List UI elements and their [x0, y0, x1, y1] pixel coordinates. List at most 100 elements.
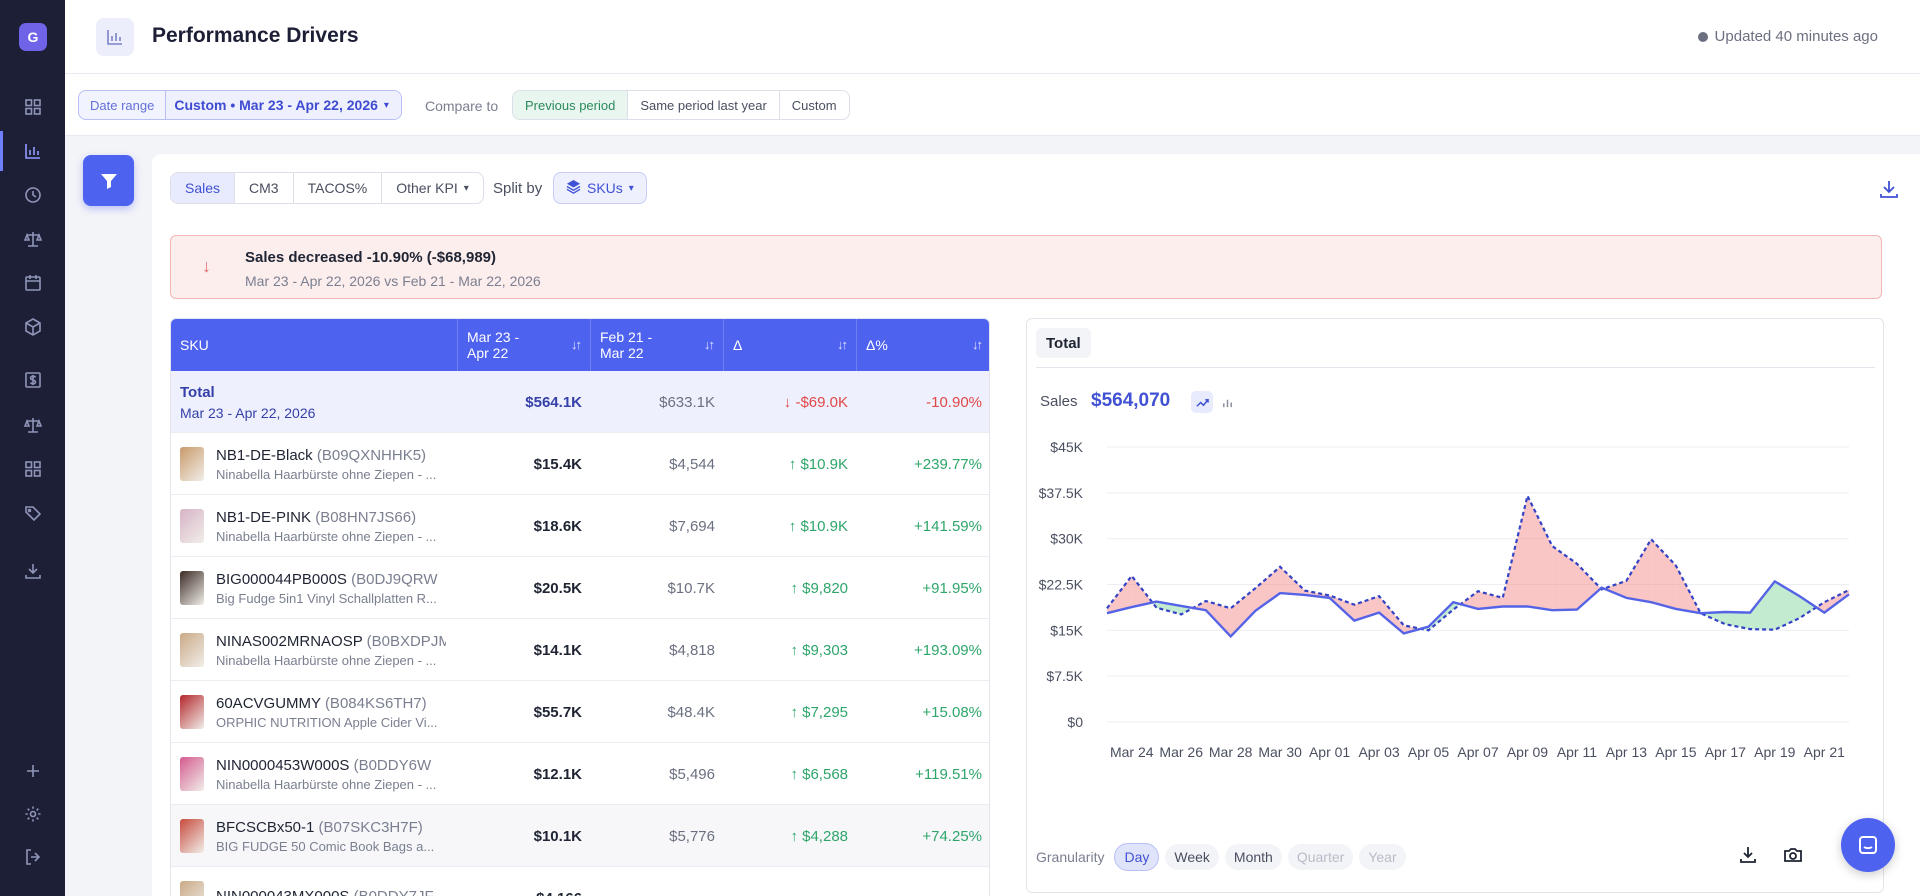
col-header-current[interactable]: Mar 23 - Apr 22 ↓↑	[458, 319, 591, 371]
sku-cell: NB1-DE-PINK (B08HN7JS66) Ninabella Haarbü…	[171, 495, 458, 557]
date-range-picker[interactable]: Date range Custom • Mar 23 - Apr 22, 202…	[78, 90, 402, 120]
x-tick-label: Apr 13	[1606, 744, 1647, 760]
current-value: $564.1K	[525, 393, 582, 411]
col-header-previous[interactable]: Feb 21 - Mar 22 ↓↑	[591, 319, 724, 371]
download-icon[interactable]	[1738, 845, 1760, 867]
sku-cell: NINAS002MRNAOSP (B0BXDPJM Ninabella Haarb…	[171, 619, 458, 681]
sku-asin: (B084KS6TH7)	[324, 694, 427, 712]
sku-asin: (B0DJ9QRW	[351, 570, 438, 588]
plus-icon[interactable]	[20, 758, 46, 784]
grid-icon[interactable]	[20, 456, 46, 482]
tag-icon[interactable]	[20, 500, 46, 526]
col-header-sku[interactable]: SKU	[171, 319, 458, 371]
x-tick-label: Apr 01	[1309, 744, 1350, 760]
table-row[interactable]: BFCSCBx50-1 (B07SKC3H7F) BIG FUDGE 50 Com…	[171, 805, 989, 867]
col-header-delta-pct[interactable]: Δ% ↓↑	[857, 319, 989, 371]
split-by-value: SKUs	[587, 180, 623, 196]
granularity-month[interactable]: Month	[1224, 844, 1282, 870]
dollar-icon[interactable]	[20, 367, 46, 393]
col-header-label: SKU	[180, 337, 209, 353]
sku-asin: (B08HN7JS66)	[315, 508, 417, 526]
table-row[interactable]: NB1-DE-Black (B09QXNHHK5) Ninabella Haarb…	[171, 433, 989, 495]
sku-name[interactable]: NIN000043MX000S (B0DDY7JF	[216, 888, 446, 896]
sort-icon[interactable]: ↓↑	[972, 337, 983, 352]
delta-value: ↑ $7,295	[790, 703, 848, 721]
sku-name[interactable]: NIN0000453W000S (B0DDY6W	[216, 756, 432, 774]
compare-same-period-last-year[interactable]: Same period last year	[628, 91, 780, 119]
table-row[interactable]: NB1-DE-PINK (B08HN7JS66) Ninabella Haarbü…	[171, 495, 989, 557]
previous-value: $4,818	[669, 641, 715, 659]
sales-line-chart: $0 $7.5K $15K $22.5K $30K $37.5K $45K Mar 24 Mar…	[1039, 439, 1850, 760]
camera-icon[interactable]	[1783, 845, 1805, 867]
filter-button[interactable]	[83, 155, 134, 206]
gear-icon[interactable]	[20, 801, 46, 827]
difference-area	[1604, 580, 1627, 598]
scale-icon[interactable]	[20, 226, 46, 252]
delta-pct-value	[857, 867, 989, 896]
download-icon[interactable]	[20, 558, 46, 584]
product-thumbnail	[180, 881, 204, 896]
clock-icon[interactable]	[20, 182, 46, 208]
sku-name[interactable]: NINAS002MRNAOSP (B0BXDPJM	[216, 633, 446, 650]
tab-other-kpi[interactable]: Other KPI ▾	[382, 173, 483, 203]
table-row[interactable]: NINAS002MRNAOSP (B0BXDPJM Ninabella Haarb…	[171, 619, 989, 681]
granularity-week[interactable]: Week	[1165, 844, 1219, 870]
x-tick-label: Mar 24	[1110, 744, 1154, 760]
previous-value: $5,496	[669, 765, 715, 783]
split-by-dropdown[interactable]: SKUs ▾	[553, 172, 647, 204]
table-row-total[interactable]: Total Mar 23 - Apr 22, 2026 $564.1K $633.…	[171, 371, 989, 433]
tab-tacos[interactable]: TACOS%	[294, 173, 383, 203]
table-row[interactable]: 60ACVGUMMY (B084KS6TH7) ORPHIC NUTRITION …	[171, 681, 989, 743]
current-value: $14.1K	[533, 641, 582, 659]
divider	[1036, 367, 1875, 368]
kpi-tabs: Sales CM3 TACOS% Other KPI ▾	[170, 172, 484, 204]
table-row[interactable]: NIN0000453W000S (B0DDY6W Ninabella Haarbü…	[171, 743, 989, 805]
dashboard-icon[interactable]	[20, 94, 46, 120]
chevron-down-icon: ▾	[383, 99, 389, 111]
col-header-delta[interactable]: Δ ↓↑	[724, 319, 857, 371]
compare-previous-period[interactable]: Previous period	[513, 91, 629, 119]
total-period: Mar 23 - Apr 22, 2026	[180, 404, 316, 421]
sort-icon[interactable]: ↓↑	[837, 337, 848, 352]
table-row[interactable]: NIN000043MX000S (B0DDY7JF $4,166	[171, 867, 989, 896]
delta-value: ↑ $10.9K	[788, 455, 848, 473]
scale-icon[interactable]	[20, 412, 46, 438]
sku-cell: BIG000044PB000S (B0DJ9QRW Big Fudge 5in1 …	[171, 557, 458, 619]
sort-icon[interactable]: ↓↑	[571, 337, 582, 352]
line-chart-icon[interactable]	[1191, 391, 1213, 413]
sidebar: G	[0, 0, 65, 896]
updated-text: Updated 40 minutes ago	[1714, 28, 1878, 45]
split-by-label: Split by	[493, 180, 543, 197]
sku-name[interactable]: NB1-DE-Black (B09QXNHHK5)	[216, 446, 427, 464]
granularity-day[interactable]: Day	[1114, 843, 1160, 871]
table-row[interactable]: BIG000044PB000S (B0DJ9QRW Big Fudge 5in1 …	[171, 557, 989, 619]
date-range-value[interactable]: Custom • Mar 23 - Apr 22, 2026 ▾	[166, 91, 401, 119]
difference-area	[1527, 495, 1553, 611]
y-tick-label: $37.5K	[1039, 485, 1084, 501]
delta-pct-value: +239.77%	[914, 455, 982, 473]
bar-chart-icon[interactable]	[1216, 391, 1238, 413]
calendar-icon[interactable]	[20, 270, 46, 296]
delta-pct-value: +193.09%	[914, 641, 982, 659]
download-icon[interactable]	[1878, 178, 1900, 200]
bar-chart-icon[interactable]	[20, 138, 46, 164]
logout-icon[interactable]	[20, 844, 46, 870]
compare-custom[interactable]: Custom	[791, 97, 837, 113]
sku-name[interactable]: 60ACVGUMMY (B084KS6TH7)	[216, 694, 427, 712]
tab-cm3[interactable]: CM3	[235, 173, 294, 203]
tab-total[interactable]: Total	[1036, 328, 1091, 358]
workspace-logo[interactable]: G	[19, 23, 47, 51]
sort-icon[interactable]: ↓↑	[704, 337, 715, 352]
chat-button[interactable]	[1841, 818, 1895, 872]
product-thumbnail	[180, 633, 204, 667]
y-tick-label: $22.5K	[1039, 577, 1084, 593]
tab-sales[interactable]: Sales	[171, 173, 236, 203]
product-thumbnail	[180, 509, 204, 543]
previous-value	[591, 867, 724, 896]
sku-name[interactable]: BIG000044PB000S (B0DJ9QRW	[216, 570, 438, 588]
sku-name[interactable]: NB1-DE-PINK (B08HN7JS66)	[216, 508, 417, 526]
previous-value: $10.7K	[667, 579, 715, 597]
sku-name[interactable]: BFCSCBx50-1 (B07SKC3H7F)	[216, 818, 423, 836]
y-tick-label: $15K	[1050, 622, 1083, 638]
box-icon[interactable]	[20, 314, 46, 340]
